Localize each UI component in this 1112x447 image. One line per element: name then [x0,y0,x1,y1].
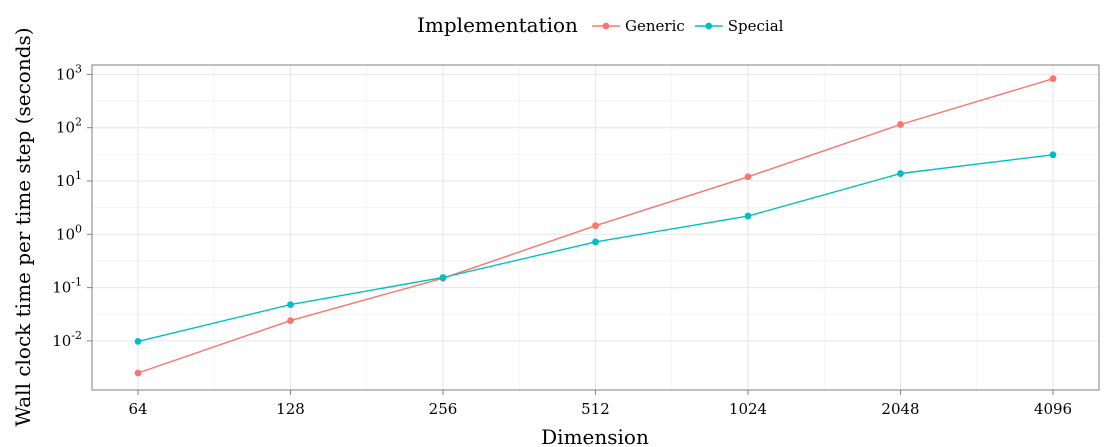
data-point-special [1049,151,1057,159]
data-point-special [897,170,904,177]
data-point-generic [287,317,294,325]
data-point-generic [897,121,904,128]
x-axis-title: Dimension [541,425,649,447]
data-point-special [287,301,294,309]
y-tick-label: 100 [56,222,82,243]
y-axis-title: Wall clock time per time step (seconds) [11,27,35,426]
x-axis: 64 128 256 512 1024 2048 4096 [128,390,1072,418]
x-tick-label: 512 [581,400,610,418]
y-axis: 10-2 10-1 100 101 102 103 [52,62,92,350]
legend-key-point-special [705,22,713,30]
y-tick-label: 101 [56,169,82,190]
x-tick-label: 128 [276,400,305,418]
legend-label-generic: Generic [625,17,685,35]
y-tick-label: 102 [56,116,82,137]
data-point-generic [1049,75,1057,83]
x-tick-label: 2048 [881,400,919,418]
y-tick-label: 10-2 [52,329,82,350]
x-tick-label: 64 [128,400,147,418]
y-tick-label: 103 [56,62,82,83]
grid [92,65,1099,390]
data-point-special [134,337,142,345]
data-point-special [592,238,599,246]
x-tick-label: 4096 [1034,400,1072,418]
data-point-special [744,212,752,220]
y-tick-label: 10-1 [52,276,82,297]
legend-key-point-generic [602,22,610,30]
series-points [134,75,1057,377]
data-point-special [439,274,447,281]
legend-label-special: Special [728,17,784,35]
data-point-generic [744,173,752,181]
legend: Implementation Generic Special [417,13,784,37]
x-tick-label: 1024 [729,400,767,418]
legend-title: Implementation [417,13,578,37]
x-tick-label: 256 [429,400,458,418]
data-point-generic [134,369,142,377]
data-point-generic [592,222,599,230]
